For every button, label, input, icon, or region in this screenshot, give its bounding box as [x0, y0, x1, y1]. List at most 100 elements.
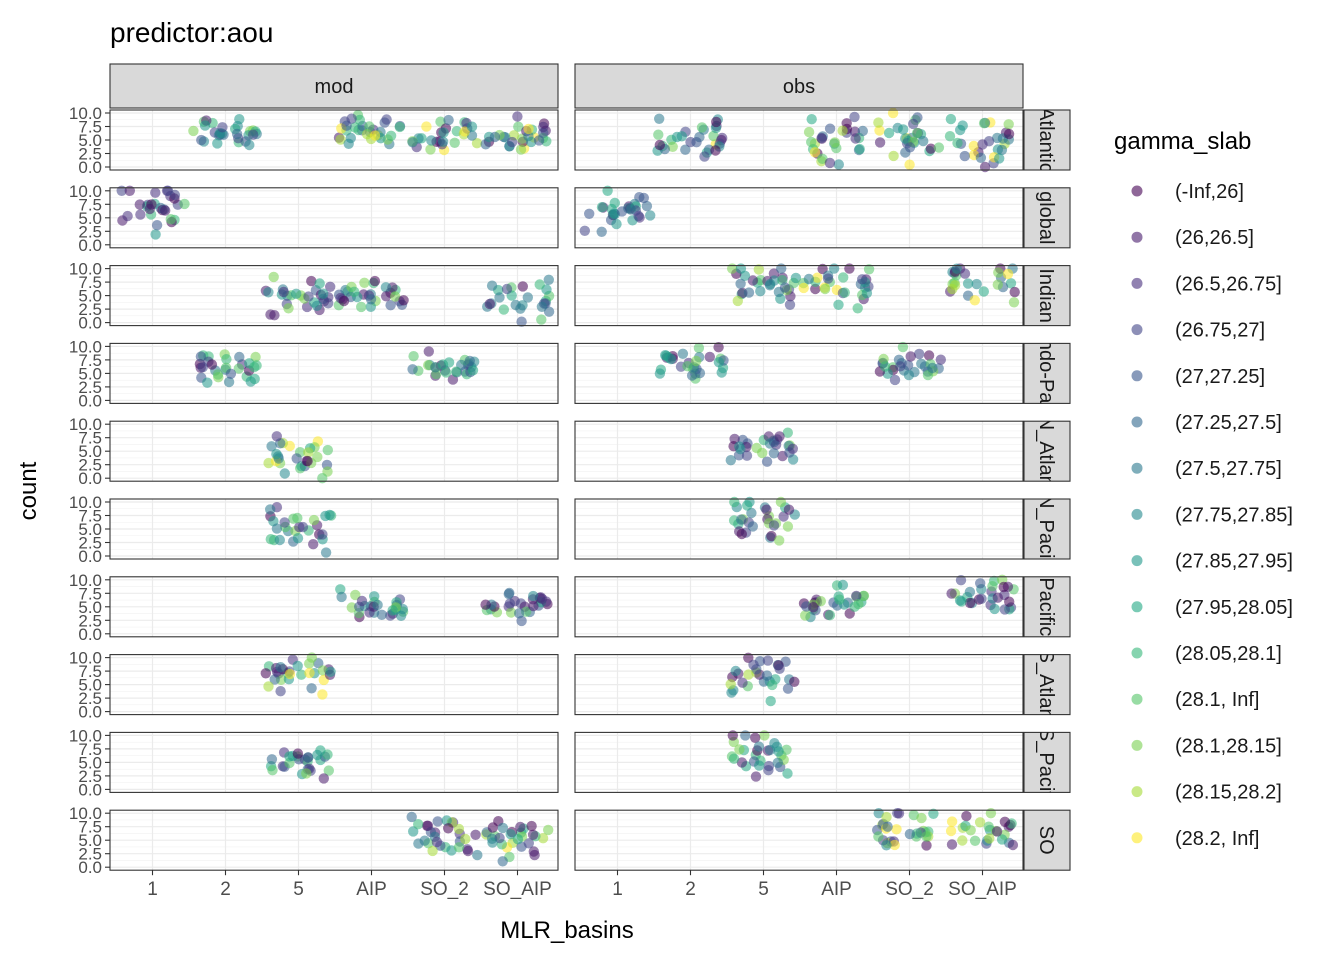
y-tick-label: 2.5 [78, 845, 102, 864]
data-point [897, 341, 909, 353]
data-point [850, 133, 861, 144]
data-point [263, 681, 274, 692]
data-point [266, 754, 278, 765]
data-point [538, 121, 549, 133]
legend-title: gamma_slab [1114, 128, 1251, 155]
data-point [730, 665, 741, 677]
data-point [471, 138, 483, 149]
legend-key [1131, 324, 1143, 336]
data-point [946, 816, 958, 827]
y-tick-label: 2.5 [78, 456, 102, 475]
data-point [369, 591, 380, 602]
y-tick-label: 5.0 [78, 676, 102, 695]
data-point [971, 278, 982, 290]
row-strip-label: global [1035, 191, 1057, 244]
data-point [996, 144, 1008, 156]
data-point [858, 590, 870, 601]
x-tick-label: SO_AIP [483, 879, 552, 900]
data-point [654, 139, 665, 151]
legend-key [1131, 508, 1143, 520]
data-point [753, 264, 764, 275]
y-tick-label: 0.0 [78, 858, 102, 877]
data-point [653, 129, 664, 140]
data-point [978, 286, 989, 297]
data-point [776, 263, 787, 274]
data-point [536, 593, 548, 604]
data-point [833, 159, 844, 170]
column-strip-label: obs [783, 76, 815, 98]
data-point [729, 496, 740, 508]
panel-mod-SO [109, 809, 559, 871]
data-point [135, 209, 146, 220]
x-tick-label: AIP [821, 879, 852, 900]
data-point [380, 282, 392, 293]
data-point [761, 670, 773, 681]
data-point [790, 272, 802, 284]
row-strip-S_Pacif: S_Pacif [1023, 731, 1071, 793]
panel-obs-Indian [574, 263, 1024, 327]
data-point [947, 283, 958, 295]
data-point [784, 299, 796, 310]
data-point [727, 730, 738, 741]
data-point [806, 114, 817, 125]
data-point [308, 514, 320, 526]
data-point [900, 133, 911, 144]
y-tick-label: 7.5 [78, 118, 102, 137]
data-point [998, 581, 1009, 593]
data-point [849, 601, 860, 612]
data-point [946, 588, 957, 599]
legend-entry-label: (26.5,26.75] [1175, 273, 1282, 295]
legend-entry-label: (28.2, Inf] [1175, 828, 1260, 850]
data-point [1003, 119, 1014, 130]
y-tick-label: 10.0 [69, 337, 102, 356]
data-point [798, 282, 809, 294]
data-point [735, 278, 746, 289]
data-point [265, 504, 276, 515]
data-point [704, 351, 715, 363]
data-point [882, 821, 893, 832]
data-point [459, 126, 470, 137]
data-point [462, 845, 474, 857]
data-point [124, 185, 135, 196]
data-point [303, 447, 314, 458]
data-point [728, 753, 740, 764]
data-point [964, 597, 976, 609]
panel-border [574, 265, 1024, 327]
legend-key [1131, 555, 1143, 567]
y-tick-label: 7.5 [78, 662, 102, 681]
legend-entry-label: (27.25,27.5] [1175, 412, 1282, 434]
y-tick-label: 5.0 [78, 209, 102, 228]
data-point [774, 535, 785, 546]
data-point [317, 529, 328, 540]
data-point [504, 598, 516, 609]
data-point [134, 199, 145, 210]
row-strip-box [1023, 342, 1071, 404]
data-point [725, 679, 736, 690]
y-tick-label: 0.0 [78, 625, 102, 644]
row-strip-label: Pacific [1035, 577, 1057, 636]
data-point [249, 373, 260, 385]
data-point [443, 114, 454, 126]
y-tick-label: 7.5 [78, 429, 102, 448]
data-point [437, 136, 449, 147]
data-point [881, 840, 892, 851]
data-point [734, 744, 745, 755]
legend-entry-label: (26.75,27] [1175, 320, 1265, 342]
data-point [304, 667, 315, 679]
row-strip-Atlantic: Atlantic [1023, 109, 1071, 171]
data-point [984, 833, 995, 844]
data-point [822, 273, 834, 284]
data-point [904, 142, 916, 153]
data-point [1003, 128, 1015, 140]
data-point [957, 835, 968, 846]
data-point [889, 374, 901, 386]
data-point [824, 123, 836, 134]
data-point [761, 504, 772, 515]
legend-entry-label: (28.15,28.2] [1175, 782, 1282, 804]
data-point [387, 605, 398, 616]
data-point [883, 127, 895, 139]
data-point [528, 590, 539, 602]
y-tick-label: 0.0 [78, 547, 102, 566]
data-point [197, 362, 208, 373]
